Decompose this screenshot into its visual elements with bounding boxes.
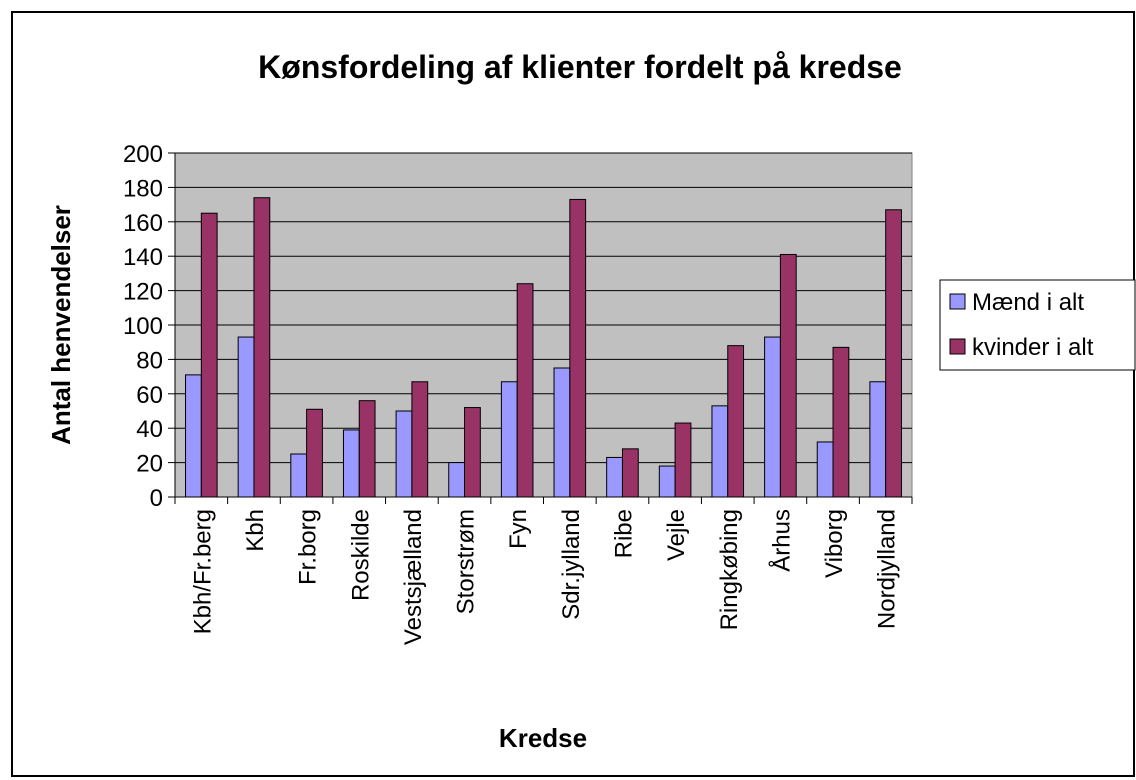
legend-label: kvinder i alt: [972, 334, 1094, 361]
x-tick-label: Storstrøm: [453, 509, 480, 614]
x-tick-label: Fr.borg: [295, 509, 322, 585]
bar: [448, 462, 466, 498]
bar: [569, 198, 587, 498]
y-tick-label: 40: [136, 416, 163, 443]
bar: [764, 336, 781, 498]
bar: [553, 367, 571, 498]
x-tick-label: Kbh: [242, 509, 269, 552]
x-tick-label: Århus: [767, 509, 795, 572]
bar: [500, 381, 518, 498]
legend-box: [939, 279, 1136, 371]
bar: [342, 429, 360, 498]
y-tick-label: 200: [123, 141, 163, 168]
bar: [869, 381, 887, 498]
bar: [711, 405, 729, 498]
bar: [727, 345, 745, 498]
bar: [816, 441, 834, 498]
legend-label: Mænd i alt: [972, 289, 1084, 316]
bar: [674, 422, 692, 498]
x-tick-label: Ribe: [610, 509, 637, 558]
x-tick-label: Viborg: [821, 509, 848, 578]
x-tick-label: Nordjylland: [874, 509, 901, 629]
bar: [779, 253, 797, 498]
bar: [832, 346, 850, 498]
bar: [290, 453, 308, 498]
bar: [464, 407, 481, 498]
x-tick-label: Roskilde: [347, 509, 374, 601]
y-tick-label: 160: [123, 210, 163, 237]
x-tick-label: Vestsjælland: [400, 509, 427, 645]
chart-title: Kønsfordeling af klienter fordelt på kre…: [258, 49, 902, 85]
y-tick-label: 20: [136, 451, 163, 478]
bar: [395, 410, 413, 498]
bar: [411, 381, 429, 498]
y-tick-label: 120: [123, 279, 163, 306]
y-tick-label: 140: [123, 244, 163, 271]
bar: [606, 456, 623, 498]
x-axis-label: Kredse: [499, 723, 587, 753]
x-tick-label: Kbh/Fr.berg: [189, 509, 216, 634]
bar: [253, 197, 271, 498]
y-tick-label: 100: [123, 313, 163, 340]
y-axis-label: Antal henvendelser: [46, 205, 76, 445]
y-tick-label: 80: [136, 347, 163, 374]
bar: [306, 408, 323, 498]
y-tick-label: 0: [150, 485, 163, 512]
x-tick-label: Sdr.jylland: [558, 509, 585, 620]
y-tick-label: 60: [136, 382, 163, 409]
y-tick-label: 180: [123, 175, 163, 202]
legend-swatch: [949, 338, 966, 355]
x-tick-label: Vejle: [663, 509, 690, 561]
bar: [516, 283, 534, 498]
bar: [621, 448, 639, 498]
bar: [885, 209, 902, 498]
x-tick-label: Ringkøbing: [716, 509, 743, 630]
bar: [358, 400, 376, 498]
legend-swatch: [949, 293, 966, 310]
bar: [200, 212, 218, 498]
bar: [237, 336, 255, 498]
bar: [658, 465, 676, 498]
x-tick-label: Fyn: [505, 509, 532, 549]
bar: [185, 374, 202, 498]
